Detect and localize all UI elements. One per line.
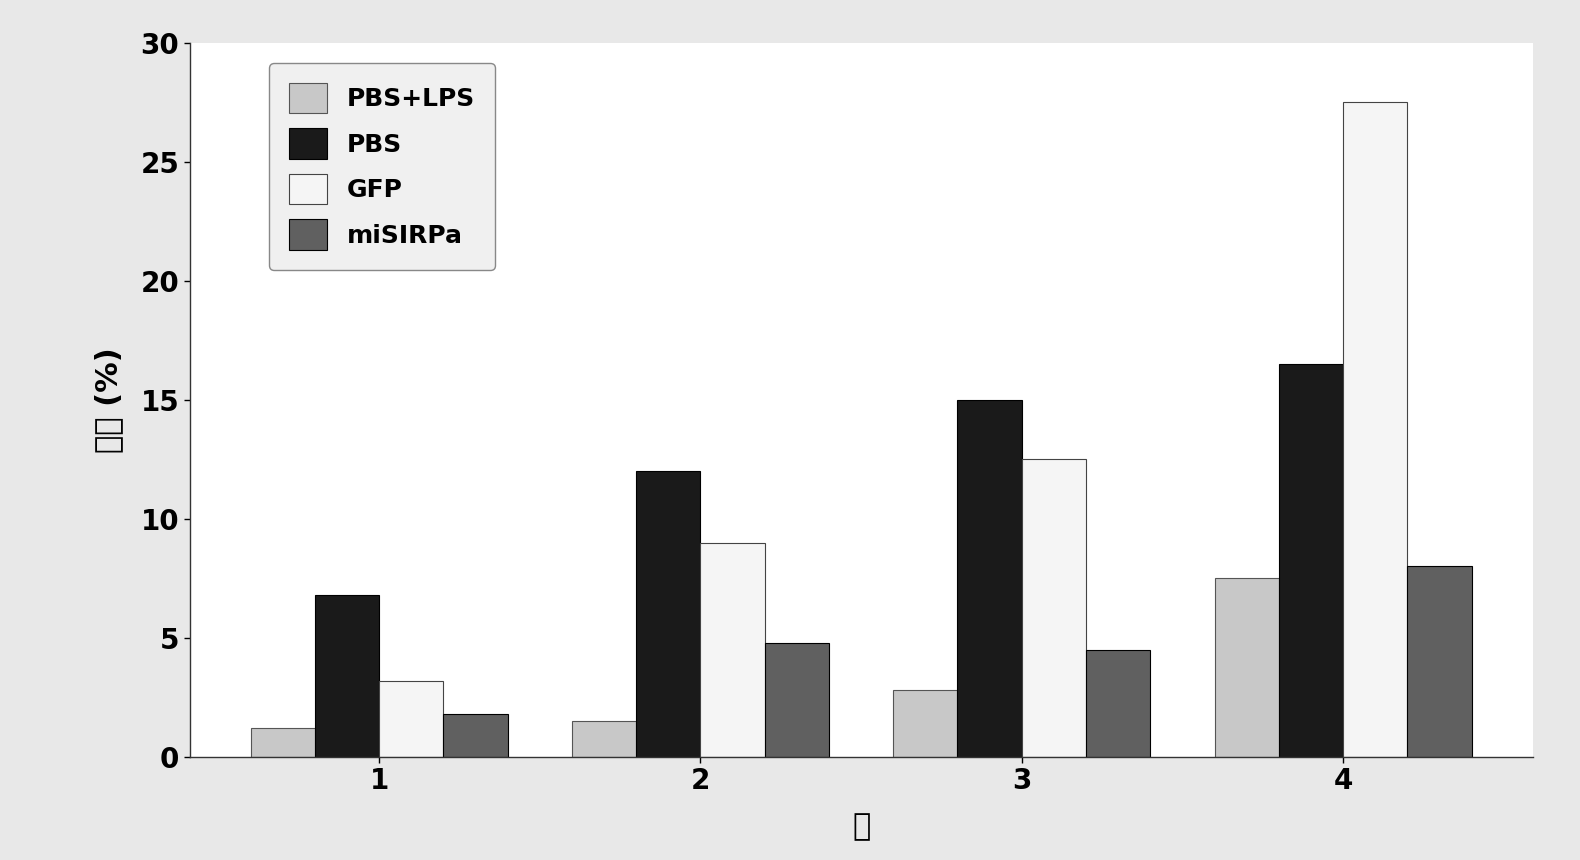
Bar xyxy=(1278,365,1343,757)
Bar xyxy=(637,471,700,757)
Bar xyxy=(444,714,507,757)
Bar xyxy=(1022,459,1085,757)
Bar xyxy=(957,400,1022,757)
Bar xyxy=(1085,650,1150,757)
Bar xyxy=(765,642,830,757)
Bar xyxy=(893,691,957,757)
Bar xyxy=(1215,579,1278,757)
Legend: PBS+LPS, PBS, GFP, miSIRPa: PBS+LPS, PBS, GFP, miSIRPa xyxy=(269,63,495,270)
Bar xyxy=(1408,567,1471,757)
Bar xyxy=(379,680,444,757)
Bar xyxy=(1343,102,1408,757)
Y-axis label: 调亡 (%): 调亡 (%) xyxy=(95,347,123,452)
Bar xyxy=(314,595,379,757)
Bar xyxy=(251,728,314,757)
Bar xyxy=(700,543,765,757)
Bar xyxy=(572,721,637,757)
X-axis label: 天: 天 xyxy=(852,812,871,841)
